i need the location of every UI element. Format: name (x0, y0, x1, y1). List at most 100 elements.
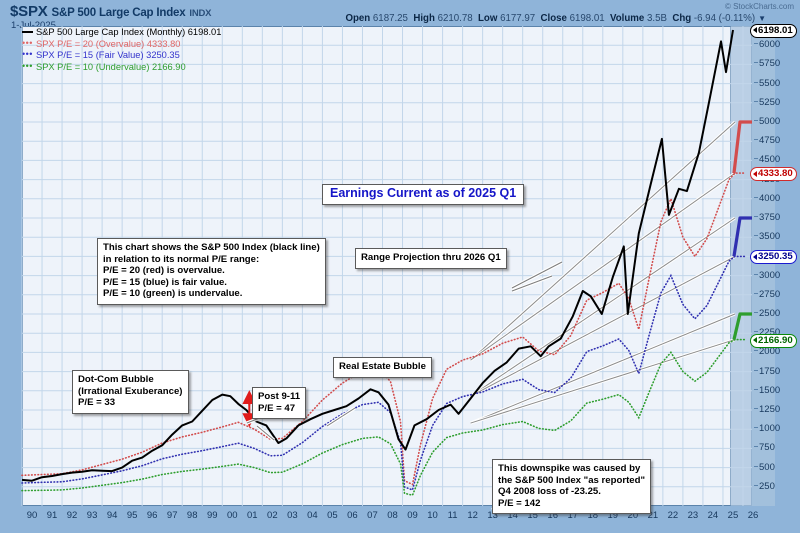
y-tick-1000: 1000 (754, 423, 780, 434)
x-tick-13: 13 (487, 510, 498, 521)
x-tick-09: 09 (407, 510, 418, 521)
y-tick-500: 500 (754, 462, 775, 473)
symbol-ticker: $SPX S&P 500 Large Cap Index INDX (10, 3, 211, 20)
series-lines (21, 29, 752, 497)
legend-label: S&P 500 Large Cap Index (Monthly) 6198.0… (36, 27, 222, 37)
x-tick-23: 23 (687, 510, 699, 521)
x-tick-22: 22 (667, 510, 679, 521)
legend-swatch-dots: ••• (22, 37, 33, 48)
x-tick-03: 03 (287, 510, 298, 521)
y-tick-5750: 5750 (754, 58, 780, 69)
legend-swatch-dots: ••• (22, 49, 33, 60)
chart-header: $SPX S&P 500 Large Cap Index INDX 1-Jul-… (0, 0, 800, 31)
y-tick-3750: 3750 (754, 212, 780, 223)
series-legend: S&P 500 Large Cap Index (Monthly) 6198.0… (22, 27, 221, 72)
y-tick-1250: 1250 (754, 404, 780, 415)
symbol-name: S&P 500 Large Cap Index (51, 7, 186, 19)
legend-label: SPX P/E = 15 (Fair Value) 3250.35 (36, 50, 180, 61)
y-tick-1500: 1500 (754, 385, 780, 396)
x-tick-19: 19 (607, 510, 619, 521)
y-tick-6000: 6000 (754, 39, 780, 50)
undervalue-flag: 2166.90 (750, 333, 797, 348)
x-tick-12: 12 (467, 510, 478, 521)
date-axis[interactable]: 90 91 92 93 94 95 96 97 98 99 00 01 02 03 04 05 06 07 08 09… (22, 507, 759, 529)
legend-label: SPX P/E = 20 (Overvalue) 4333.80 (36, 38, 181, 49)
x-tick-93: 93 (86, 510, 98, 521)
x-tick-10: 10 (427, 510, 438, 521)
y-tick-5000: 5000 (754, 116, 780, 127)
x-tick-04: 04 (307, 510, 318, 521)
x-tick-24: 24 (707, 510, 719, 521)
x-tick-94: 94 (106, 510, 118, 521)
legend-item-2: ••• SPX P/E = 15 (Fair Value) 3250.35 (22, 49, 221, 61)
dotcom-spread-arrow (242, 390, 257, 428)
downspike-note: This downspike was caused by the S&P 500… (492, 459, 652, 515)
x-tick-98: 98 (186, 510, 198, 521)
y-tick-750: 750 (754, 442, 775, 453)
x-tick-25: 25 (727, 510, 739, 521)
y-tick-4000: 4000 (754, 193, 780, 204)
x-tick-07: 07 (367, 510, 378, 521)
x-tick-08: 08 (387, 510, 398, 521)
legend-label: SPX P/E = 10 (Undervalue) 2166.90 (36, 61, 186, 72)
stockcharts-brand: © StockCharts.com (724, 2, 794, 11)
x-tick-16: 16 (547, 510, 559, 521)
post-911-note: Post 9-11 P/E = 47 (252, 387, 307, 420)
y-tick-4750: 4750 (754, 135, 780, 146)
close-flag: 6198.01 (750, 23, 797, 38)
x-tick-06: 06 (347, 510, 358, 521)
x-tick-00: 00 (226, 510, 238, 521)
x-tick-92: 92 (66, 510, 78, 521)
x-tick-15: 15 (527, 510, 538, 521)
y-tick-2750: 2750 (754, 289, 780, 300)
symbol-exchange: INDX (189, 8, 212, 19)
x-tick-97: 97 (166, 510, 178, 521)
explainer-note: This chart shows the S&P 500 Index (blac… (97, 238, 326, 305)
quote-date: 1-Jul-2025 (11, 20, 56, 31)
y-tick-2000: 2000 (754, 346, 780, 357)
y-tick-2250: 2250 (754, 327, 780, 338)
projection-cones (469, 120, 736, 425)
x-tick-26: 26 (747, 510, 759, 521)
quote-bar: Open 6187.25 High 6210.78 Low 6177.97 Cl… (345, 13, 766, 24)
y-tick-2500: 2500 (754, 308, 780, 319)
projection-shaded-region (730, 26, 775, 506)
dotcom-bubble-note: Dot-Com Bubble (Irrational Exuberance) P… (72, 370, 189, 414)
price-axis[interactable]: 6000575055005250500047504500425040003750… (752, 26, 800, 506)
y-tick-5500: 5500 (754, 78, 780, 89)
x-tick-95: 95 (126, 510, 138, 521)
x-tick-17: 17 (567, 510, 579, 521)
x-tick-05: 05 (327, 510, 338, 521)
y-tick-3000: 3000 (754, 270, 780, 281)
x-tick-91: 91 (46, 510, 58, 521)
x-tick-01: 01 (247, 510, 258, 521)
x-tick-11: 11 (447, 510, 458, 521)
x-tick-14: 14 (507, 510, 518, 521)
fairvalue-flag: 3250.35 (750, 250, 797, 265)
legend-swatch-dots: ••• (22, 60, 33, 71)
overvalue-flag: 4333.80 (750, 167, 797, 182)
y-tick-4500: 4500 (754, 154, 780, 165)
legend-item-1: ••• SPX P/E = 20 (Overvalue) 4333.80 (22, 38, 221, 50)
symbol-code: $SPX (10, 3, 48, 20)
y-tick-250: 250 (754, 481, 775, 492)
x-tick-18: 18 (587, 510, 599, 521)
y-tick-1750: 1750 (754, 366, 780, 377)
legend-swatch-line (22, 30, 33, 33)
legend-item-3: ••• SPX P/E = 10 (Undervalue) 2166.90 (22, 61, 221, 73)
flag-value: 2166.90 (758, 334, 793, 346)
flag-value: 3250.35 (758, 251, 793, 263)
real-estate-bubble-note: Real Estate Bubble (333, 357, 432, 378)
y-tick-5250: 5250 (754, 97, 780, 108)
earnings-current-note: Earnings Current as of 2025 Q1 (322, 184, 525, 205)
x-tick-02: 02 (267, 510, 278, 521)
x-tick-96: 96 (146, 510, 158, 521)
x-tick-90: 90 (26, 510, 38, 521)
y-tick-3500: 3500 (754, 231, 780, 242)
x-tick-20: 20 (627, 510, 639, 521)
flag-value: 4333.80 (758, 168, 793, 180)
x-tick-21: 21 (647, 510, 659, 521)
grid-lines (21, 26, 752, 506)
range-projection-note: Range Projection thru 2026 Q1 (355, 248, 507, 269)
flag-value: 6198.01 (758, 24, 793, 36)
